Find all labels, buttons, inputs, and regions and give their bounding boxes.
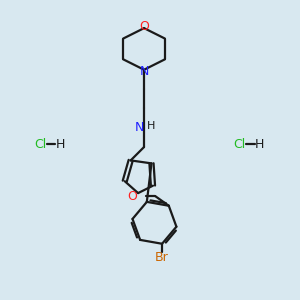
Text: N: N <box>134 121 144 134</box>
Text: O: O <box>139 20 149 33</box>
Text: Cl: Cl <box>34 138 46 151</box>
Text: H: H <box>146 121 155 131</box>
Text: Cl: Cl <box>233 138 245 151</box>
Text: N: N <box>140 65 149 78</box>
Text: H: H <box>56 138 65 151</box>
Text: Br: Br <box>155 250 169 264</box>
Text: H: H <box>255 138 264 151</box>
Text: O: O <box>127 190 137 202</box>
